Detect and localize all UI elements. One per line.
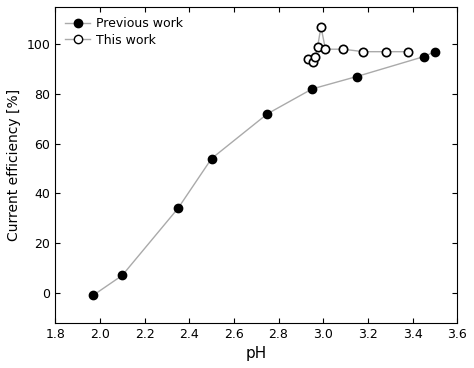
Point bbox=[304, 56, 311, 62]
X-axis label: pH: pH bbox=[246, 346, 267, 361]
Point bbox=[264, 111, 271, 117]
Y-axis label: Current efficiency [%]: Current efficiency [%] bbox=[7, 89, 21, 241]
Point bbox=[404, 49, 412, 54]
Point bbox=[310, 59, 317, 64]
Point bbox=[322, 46, 329, 52]
Point bbox=[353, 74, 361, 79]
Point bbox=[420, 54, 428, 60]
Legend: Previous work, This work: Previous work, This work bbox=[62, 13, 187, 50]
Point bbox=[174, 205, 182, 211]
Point bbox=[382, 49, 390, 54]
Point bbox=[308, 86, 316, 92]
Point bbox=[314, 44, 321, 50]
Point bbox=[317, 24, 325, 30]
Point bbox=[90, 292, 97, 298]
Point bbox=[431, 49, 438, 54]
Point bbox=[208, 156, 215, 162]
Point bbox=[311, 54, 319, 60]
Point bbox=[360, 49, 367, 54]
Point bbox=[339, 46, 347, 52]
Point bbox=[118, 272, 126, 278]
